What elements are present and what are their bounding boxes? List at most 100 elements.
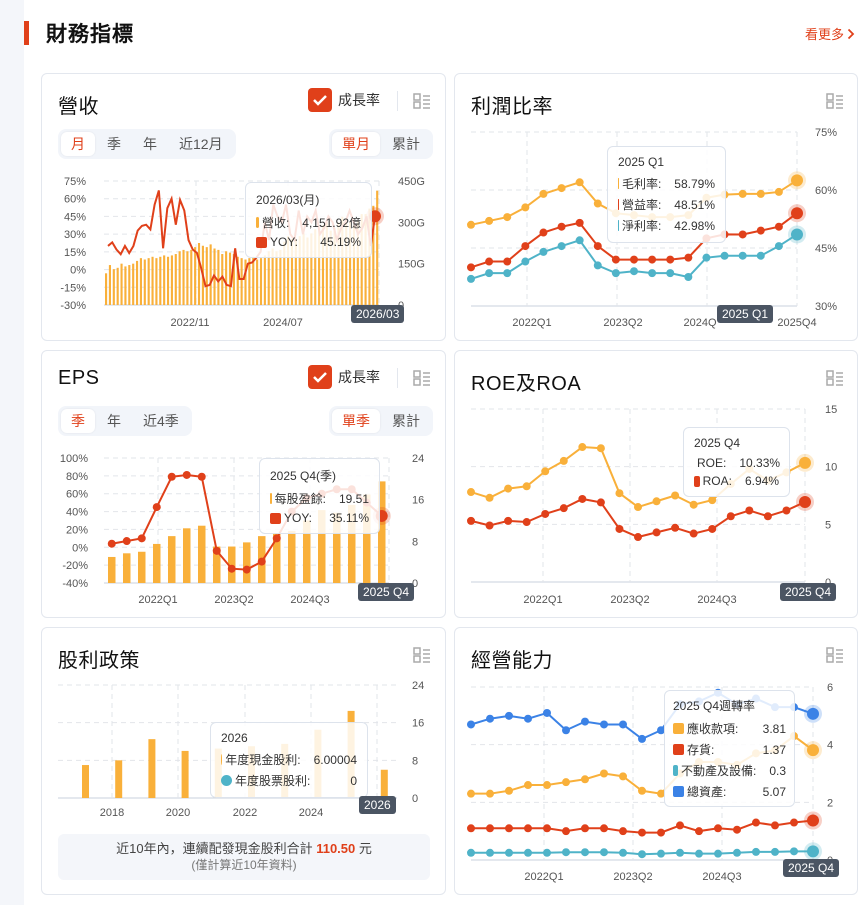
revenue-card: 營收 成長率 月 季 年 近12月 單月 累計 75% 60% 45% 30% 15% 0… xyxy=(41,73,446,341)
tab-month[interactable]: 月 xyxy=(61,132,95,156)
x-axis-pointer-label: 2025 Q4 xyxy=(358,583,415,601)
svg-text:16: 16 xyxy=(412,495,424,507)
operating-title: 經營能力 xyxy=(471,650,553,672)
svg-text:0%: 0% xyxy=(70,265,86,277)
list-view-icon[interactable] xyxy=(413,93,431,109)
tab-year[interactable]: 年 xyxy=(143,136,157,152)
svg-text:80%: 80% xyxy=(66,471,88,483)
see-more-link[interactable]: 看更多 xyxy=(805,24,855,43)
left-gutter xyxy=(0,0,24,905)
divider xyxy=(397,91,398,111)
svg-text:60%: 60% xyxy=(64,194,86,206)
revenue-chart[interactable]: 75%60%45%30%15%0%-15%-30%450G300G150G020… xyxy=(42,74,447,342)
eps-tooltip: 2025 Q4(季) 每股盈餘: 19.51 YOY: 35.11% xyxy=(259,458,380,534)
roe-tooltip: 2025 Q4 ROE: 10.33% ROA: 6.94% xyxy=(683,427,790,497)
operating-card: 經營能力 64202022Q12023Q22024Q3 2025 Q4週轉率 應… xyxy=(454,627,858,895)
svg-text:30%: 30% xyxy=(64,229,86,241)
revenue-tooltip: 2026/03(月) 營收: 4,151.92億 YOY: 45.19% xyxy=(245,182,372,258)
svg-text:45%: 45% xyxy=(64,211,86,223)
svg-text:-40%: -40% xyxy=(62,578,88,590)
svg-text:2023Q2: 2023Q2 xyxy=(214,594,253,606)
svg-text:-20%: -20% xyxy=(62,560,88,572)
profit-ratio-card: 利潤比率 75% 60% 45% 30% 2022Q1 2023Q2 2024Q 2025Q4… xyxy=(454,73,858,341)
eps-chart[interactable]: 100% 80% 60% 40% 20% 0% -20% -40% 24 16 8 0 2022Q1 20… xyxy=(42,351,447,619)
tooltip-title: 2026/03(月) xyxy=(256,193,320,207)
svg-text:15: 15 xyxy=(825,404,837,416)
see-more-label: 看更多 xyxy=(805,27,845,42)
svg-text:2022Q1: 2022Q1 xyxy=(524,871,563,883)
dividend-note-sub: (僅計算近10年資料) xyxy=(191,858,297,872)
svg-text:5: 5 xyxy=(825,519,831,531)
tab-last-12-months[interactable]: 近12月 xyxy=(179,136,223,152)
svg-text:2018: 2018 xyxy=(100,807,124,819)
mode-tabs: 單月 累計 xyxy=(329,129,433,159)
tooltip-row: YOY: 45.19% xyxy=(256,235,361,249)
svg-text:0: 0 xyxy=(412,578,418,590)
x-axis-pointer-label: 2025 Q4 xyxy=(783,859,840,877)
svg-text:60%: 60% xyxy=(815,185,837,197)
tab-last-4-quarters[interactable]: 近4季 xyxy=(143,413,179,429)
list-view-icon[interactable] xyxy=(413,647,431,663)
svg-text:100%: 100% xyxy=(60,453,88,465)
svg-text:2024/07: 2024/07 xyxy=(263,317,303,329)
tab-quarter[interactable]: 季 xyxy=(61,409,95,433)
x-axis-pointer-label: 2026/03 xyxy=(351,305,405,323)
checkbox-checked-icon[interactable] xyxy=(308,365,332,389)
svg-text:-30%: -30% xyxy=(60,300,86,312)
svg-text:8: 8 xyxy=(412,755,418,767)
svg-text:20%: 20% xyxy=(66,524,88,536)
list-view-icon[interactable] xyxy=(413,370,431,386)
x-axis-pointer-label: 2026 xyxy=(359,796,396,814)
revenue-title: 營收 xyxy=(58,96,99,118)
svg-text:2022/11: 2022/11 xyxy=(171,317,210,329)
svg-text:2024Q3: 2024Q3 xyxy=(702,871,741,883)
svg-text:2024Q3: 2024Q3 xyxy=(290,594,329,606)
dividend-card: 股利政策 24 16 8 0 2018 2020 2022 2024 2026 年度現金股利:… xyxy=(41,627,446,895)
operating-tooltip: 2025 Q4週轉率 應收款項: 3.81 存貨: 1.37 不動產及設備: 0.3 … xyxy=(664,690,795,807)
list-view-icon[interactable] xyxy=(826,647,844,663)
section-accent-bar xyxy=(24,21,29,45)
dividend-summary: 近10年內，連續配發現金股利合計 110.50 元 (僅計算近10年資料) xyxy=(58,834,430,880)
tab-quarter[interactable]: 季 xyxy=(107,136,121,152)
svg-text:2025Q4: 2025Q4 xyxy=(777,317,816,329)
tab-cumulative[interactable]: 累計 xyxy=(392,136,420,152)
svg-text:16: 16 xyxy=(412,718,424,730)
svg-text:-15%: -15% xyxy=(60,282,86,294)
svg-text:2020: 2020 xyxy=(166,807,190,819)
svg-text:75%: 75% xyxy=(815,127,837,139)
tab-cumulative[interactable]: 累計 xyxy=(392,413,420,429)
checkbox-checked-icon[interactable] xyxy=(308,88,332,112)
operating-chart[interactable]: 64202022Q12023Q22024Q3 xyxy=(455,628,859,896)
x-axis-pointer-label: 2025 Q4 xyxy=(780,583,837,601)
svg-text:40%: 40% xyxy=(66,507,88,519)
growth-rate-toggle[interactable]: 成長率 xyxy=(308,365,380,389)
dividend-total: 110.50 xyxy=(316,841,356,856)
mode-tabs: 單季 累計 xyxy=(329,406,433,436)
tab-single-month[interactable]: 單月 xyxy=(332,132,380,156)
svg-text:2022Q1: 2022Q1 xyxy=(523,594,562,606)
period-tabs: 月 季 年 近12月 xyxy=(58,129,236,159)
list-view-icon[interactable] xyxy=(826,370,844,386)
list-view-icon[interactable] xyxy=(826,93,844,109)
svg-text:2022Q1: 2022Q1 xyxy=(138,594,177,606)
svg-text:2023Q2: 2023Q2 xyxy=(610,594,649,606)
svg-text:2: 2 xyxy=(827,797,833,809)
svg-text:75%: 75% xyxy=(64,176,86,188)
growth-rate-toggle[interactable]: 成長率 xyxy=(308,88,380,112)
svg-text:450G: 450G xyxy=(398,176,425,188)
roe-roa-title: ROE及ROA xyxy=(471,373,582,395)
tab-single-quarter[interactable]: 單季 xyxy=(332,409,380,433)
svg-text:0%: 0% xyxy=(72,542,88,554)
chevron-right-icon xyxy=(847,28,855,39)
dividend-title: 股利政策 xyxy=(58,650,140,672)
svg-text:15%: 15% xyxy=(64,247,86,259)
tooltip-row: 營收: 4,151.92億 xyxy=(256,214,361,231)
svg-text:2024Q3: 2024Q3 xyxy=(697,594,736,606)
section-title: 財務指標 xyxy=(46,23,134,46)
growth-rate-label: 成長率 xyxy=(338,92,380,108)
svg-text:300G: 300G xyxy=(398,217,425,229)
eps-title: EPS xyxy=(58,367,100,389)
tab-year[interactable]: 年 xyxy=(107,413,121,429)
legend-swatch-icon xyxy=(256,217,259,228)
roe-roa-chart[interactable]: 1510502022Q12023Q22024Q3 xyxy=(455,351,859,619)
